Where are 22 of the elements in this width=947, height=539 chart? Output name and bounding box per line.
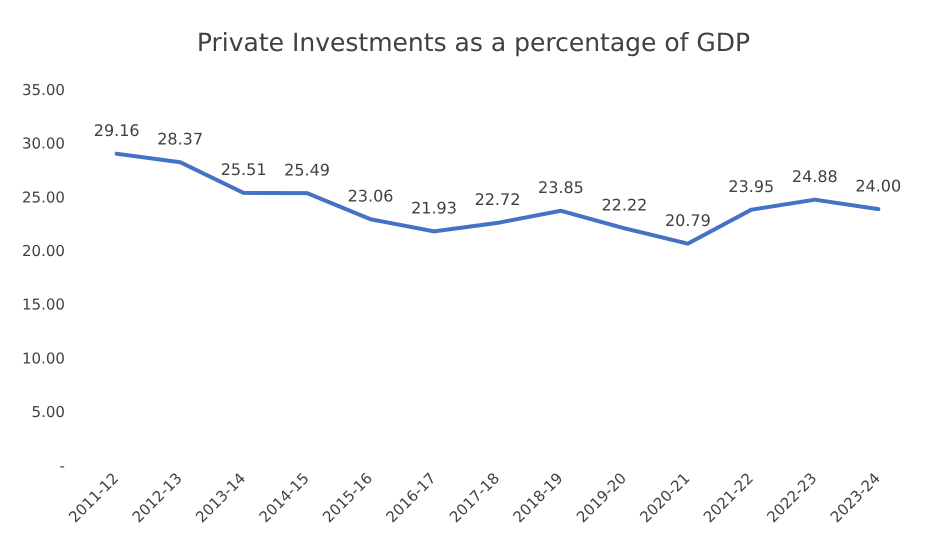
data-label: 21.93: [411, 198, 457, 218]
y-tick-label: 30.00: [22, 134, 65, 153]
y-tick-label: -: [60, 456, 65, 475]
y-tick-label: 25.00: [22, 188, 65, 206]
data-label: 28.37: [157, 129, 204, 148]
data-label: 24.88: [792, 166, 838, 186]
data-label: 23.85: [538, 178, 584, 197]
y-tick-label: 20.00: [22, 242, 65, 260]
y-tick-label: 10.00: [22, 349, 65, 368]
data-label: 20.79: [664, 210, 711, 230]
data-label: 24.00: [855, 176, 902, 196]
y-tick-label: 35.00: [22, 80, 65, 99]
data-label: 29.16: [94, 120, 140, 140]
data-label: 25.49: [284, 160, 330, 180]
y-tick-label: 15.00: [22, 296, 65, 314]
data-label: 23.95: [728, 176, 774, 196]
data-label: 23.06: [348, 186, 394, 206]
chart-title: Private Investments as a percentage of GDP: [196, 28, 752, 57]
data-label: 22.22: [601, 195, 648, 214]
y-tick-label: 5.00: [32, 403, 65, 422]
data-label: 25.51: [220, 160, 267, 180]
data-label: 22.72: [474, 190, 520, 210]
